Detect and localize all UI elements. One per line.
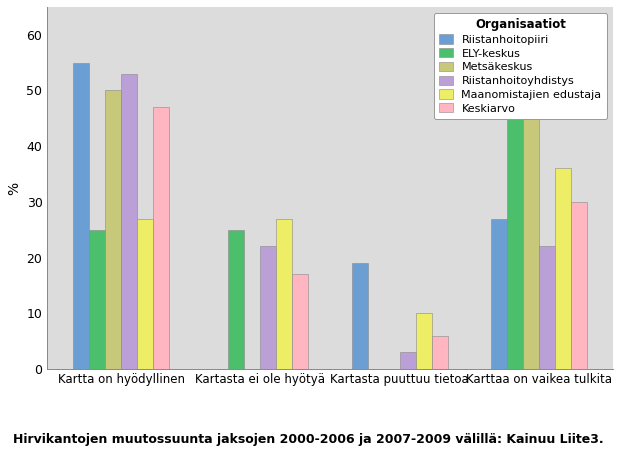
Bar [571, 202, 587, 369]
Bar [292, 274, 308, 369]
Bar [431, 336, 448, 369]
Bar [89, 230, 105, 369]
Bar [523, 90, 539, 369]
Bar [137, 219, 153, 369]
Bar [228, 230, 244, 369]
Bar [352, 263, 367, 369]
Bar [105, 90, 121, 369]
Bar [73, 63, 89, 369]
Bar [555, 168, 571, 369]
Bar [276, 219, 292, 369]
Bar [153, 107, 169, 369]
Bar [507, 90, 523, 369]
Bar [121, 74, 137, 369]
Bar [399, 352, 416, 369]
Legend: Riistanhoitopiiri, ELY-keskus, Metsäkeskus, Riistanhoitoyhdistys, Maanomistajien: Riistanhoitopiiri, ELY-keskus, Metsäkesk… [433, 13, 607, 119]
Bar [416, 313, 431, 369]
Bar [260, 247, 276, 369]
Text: Hirvikantojen muutossuunta jaksojen 2000-2006 ja 2007-2009 välillä: Kainuu Liite: Hirvikantojen muutossuunta jaksojen 2000… [13, 432, 603, 446]
Y-axis label: %: % [7, 181, 21, 194]
Bar [491, 219, 507, 369]
Bar [539, 247, 555, 369]
